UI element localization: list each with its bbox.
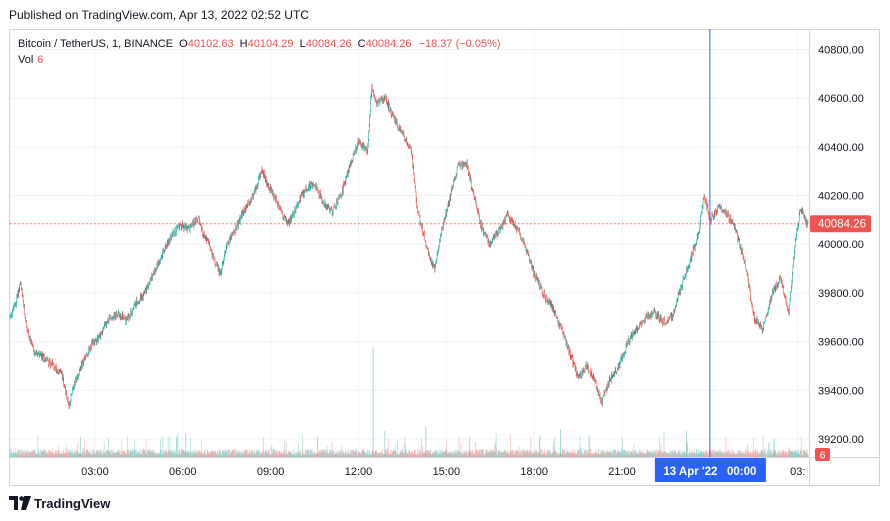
low-value: 40084.26 (305, 38, 352, 50)
last-price-badge: 40084.26 (810, 215, 871, 233)
crosshair-time-label: 13 Apr '22 00:00 (663, 466, 756, 478)
candles (9, 83, 809, 410)
price-tick-label: 39600.00 (818, 337, 864, 349)
time-tick-label: 09:00 (257, 466, 285, 478)
last-price-label: 40084.26 (818, 219, 866, 231)
volume-badge: 6 (815, 448, 830, 462)
tradingview-logo-icon[interactable] (9, 496, 31, 510)
close-value: 40084.26 (365, 38, 412, 50)
volume-bars (9, 347, 809, 457)
price-tick-label: 40600.00 (818, 93, 864, 105)
volume-row: Vol 6 (18, 52, 501, 68)
grid (10, 30, 809, 457)
price-tick-label: 40800.00 (818, 44, 864, 56)
time-tick-label: 18:00 (520, 466, 548, 478)
symbol-name[interactable]: Bitcoin / TetherUS, 1, BINANCE (18, 38, 174, 50)
time-tick-label: 03:00 (81, 466, 109, 478)
volume-badge-label: 6 (820, 450, 826, 462)
chart-frame[interactable] (9, 29, 880, 486)
time-tick-label: 21:00 (608, 466, 636, 478)
ohlc-row: Bitcoin / TetherUS, 1, BINANCE O40102.63… (18, 36, 501, 52)
time-tick-label: 15:00 (433, 466, 461, 478)
change-value: −18.37 (−0.05%) (418, 38, 501, 50)
brand-name[interactable]: TradingView (34, 495, 111, 511)
chart-legend: Bitcoin / TetherUS, 1, BINANCE O40102.63… (18, 36, 501, 68)
price-tick-label: 39400.00 (818, 385, 864, 397)
price-tick-label: 39200.00 (818, 434, 864, 446)
crosshair-time-badge: 13 Apr '22 00:00 (654, 458, 766, 482)
price-axis: 40800.00 40600.00 40400.00 40200.00 40000.00… (818, 44, 864, 445)
footer: TradingView (9, 494, 110, 512)
volume-value: 6 (37, 54, 44, 66)
time-tick-label: 12:00 (345, 466, 373, 478)
time-tick-label: 06:00 (169, 466, 197, 478)
price-tick-label: 40200.00 (818, 191, 864, 203)
low-label: L (299, 38, 306, 50)
published-text: Published on TradingView.com, Apr 13, 20… (9, 8, 309, 22)
price-tick-label: 40400.00 (818, 142, 864, 154)
high-label: H (239, 38, 248, 50)
volume-label[interactable]: Vol (18, 54, 34, 66)
open-label: O (179, 38, 188, 50)
time-axis: 03:00 06:00 09:00 12:00 15:00 18:00 21:00 03: (81, 466, 805, 478)
header: Published on TradingView.com, Apr 13, 20… (0, 0, 890, 28)
close-label: C (357, 38, 366, 50)
open-value: 40102.63 (187, 38, 234, 50)
price-tick-label: 39800.00 (818, 288, 864, 300)
price-tick-label: 40000.00 (818, 239, 864, 251)
high-value: 40104.29 (247, 38, 294, 50)
time-tick-label: 03: (790, 466, 805, 478)
